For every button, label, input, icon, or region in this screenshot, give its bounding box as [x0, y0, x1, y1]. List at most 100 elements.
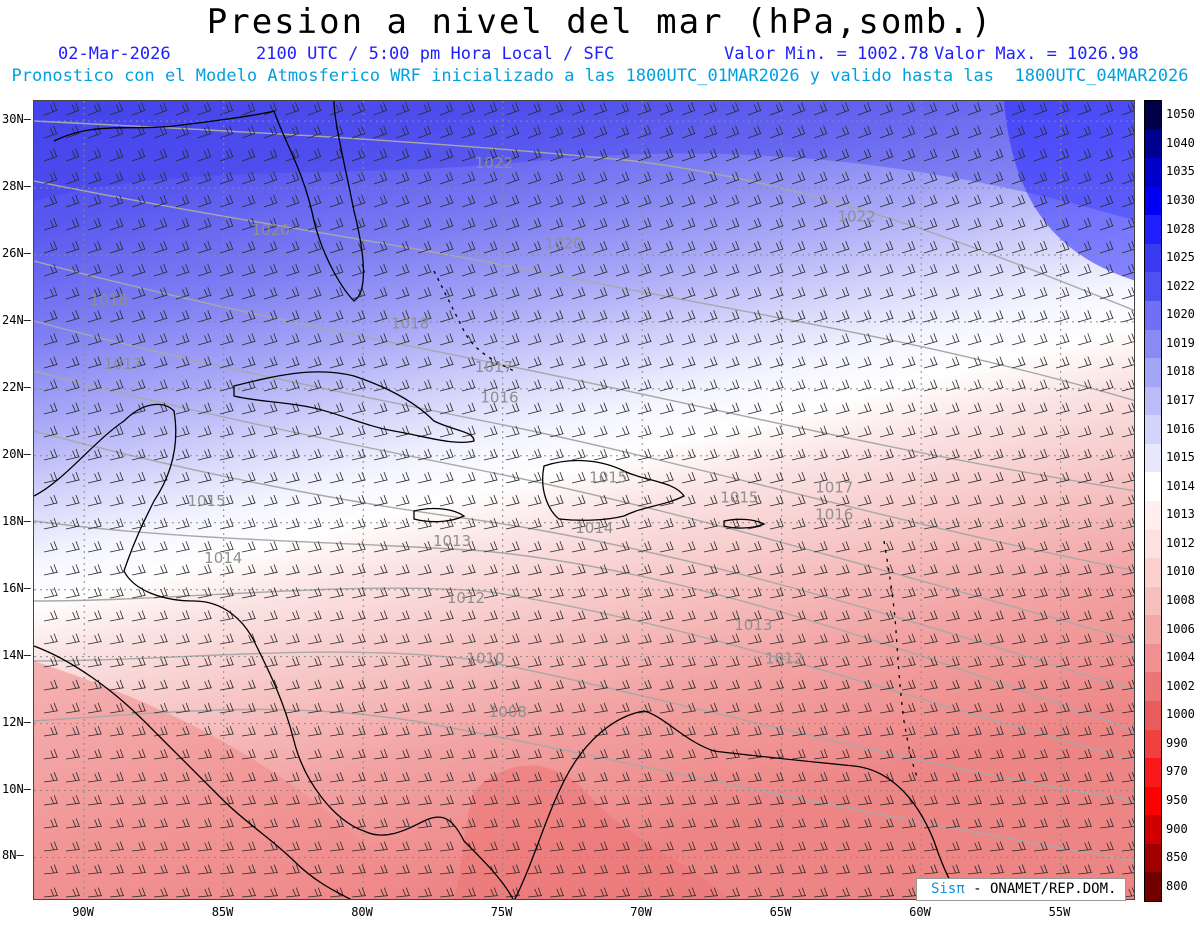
wind-barb [1011, 356, 1026, 369]
wind-barb [351, 425, 366, 438]
wind-barb [461, 748, 476, 760]
wind-barb [1033, 818, 1048, 829]
wind-barb [153, 541, 168, 553]
wind-barb [901, 356, 916, 369]
wind-barb [219, 125, 234, 139]
colorbar-label: 1025 [1166, 250, 1195, 265]
wind-barb [1121, 402, 1134, 415]
wind-barb [285, 448, 300, 461]
wind-barb [153, 887, 168, 898]
wind-barb [439, 679, 454, 691]
colorbar-label: 850 [1166, 850, 1188, 865]
wind-barb [1055, 402, 1070, 415]
wind-barb [307, 102, 322, 116]
wind-barb [197, 310, 212, 323]
wind-barb [43, 818, 58, 829]
wind-barb [901, 263, 916, 277]
wind-barb [901, 518, 916, 530]
wind-barb [571, 656, 586, 668]
wind-barb [461, 287, 476, 300]
wind-barb [307, 656, 322, 668]
wind-barb [681, 125, 696, 139]
wind-barb [307, 310, 322, 323]
wind-barb [329, 356, 344, 369]
wind-barb [1055, 518, 1070, 530]
wind-barb [901, 541, 916, 553]
wind-barb [109, 171, 124, 185]
wind-barb [923, 356, 938, 369]
wind-barb [351, 610, 366, 622]
wind-barb [857, 217, 872, 231]
colorbar-label: 1019 [1166, 335, 1195, 350]
wind-barb [813, 587, 828, 599]
wind-barb [571, 240, 586, 254]
wind-barb [417, 448, 432, 461]
wind-barb [43, 379, 58, 392]
wind-barb [549, 795, 564, 806]
wind-barb [329, 310, 344, 323]
wind-barb [241, 287, 256, 300]
wind-barb [1033, 471, 1048, 484]
wind-barb [659, 333, 674, 346]
wind-barb [769, 333, 784, 346]
wind-barb [945, 679, 960, 691]
wind-barb [65, 102, 80, 116]
low-pressure-colombia [454, 765, 732, 899]
wind-barb [109, 263, 124, 277]
wind-barb [769, 125, 784, 139]
wind-barb [901, 402, 916, 415]
wind-barb [1011, 287, 1026, 300]
wind-barb [373, 702, 388, 714]
wind-barb [945, 864, 960, 875]
wind-barb [945, 725, 960, 737]
colorbar-label: 970 [1166, 764, 1188, 779]
wind-barb [1011, 795, 1026, 806]
wind-barb [549, 564, 564, 576]
wind-barb [439, 263, 454, 277]
wind-barb [901, 125, 916, 139]
wind-barb [747, 402, 762, 415]
wind-barb [197, 333, 212, 346]
wind-barb [989, 748, 1004, 760]
wind-barb [659, 772, 674, 783]
wind-barb [791, 263, 806, 277]
wind-barb [395, 494, 410, 507]
wind-barb [747, 610, 762, 622]
wind-barb [1055, 471, 1070, 484]
wind-barb [483, 125, 498, 139]
colorbar-cell [1145, 758, 1161, 788]
wind-barb [747, 725, 762, 737]
wind-barb [813, 610, 828, 622]
wind-barb [285, 633, 300, 645]
wind-barb [131, 287, 146, 300]
wind-barb [109, 494, 124, 507]
wind-barb [395, 841, 410, 852]
wind-barb [307, 818, 322, 829]
wind-barb [417, 148, 432, 162]
wind-barb [461, 818, 476, 829]
wind-barb [593, 541, 608, 553]
wind-barb [967, 541, 982, 553]
wind-barb [1011, 864, 1026, 875]
wind-barb [87, 102, 102, 116]
wind-barb [659, 217, 674, 231]
wind-barb [285, 864, 300, 875]
wind-barb [769, 725, 784, 737]
wind-barb [791, 471, 806, 484]
wind-barb [175, 148, 190, 162]
wind-barb [263, 795, 278, 806]
wind-barb [967, 610, 982, 622]
wind-barb [747, 102, 762, 116]
wind-barb [769, 795, 784, 806]
colorbar-cell [1145, 301, 1161, 331]
wind-barb [1121, 518, 1134, 530]
wind-barb [197, 518, 212, 530]
wind-barb [571, 679, 586, 691]
wind-barb [571, 818, 586, 829]
wind-barb [439, 240, 454, 254]
wind-barb [439, 171, 454, 185]
wind-barb [703, 448, 718, 461]
wind-barb [197, 541, 212, 553]
wind-barb [351, 541, 366, 553]
wind-barb [87, 310, 102, 323]
